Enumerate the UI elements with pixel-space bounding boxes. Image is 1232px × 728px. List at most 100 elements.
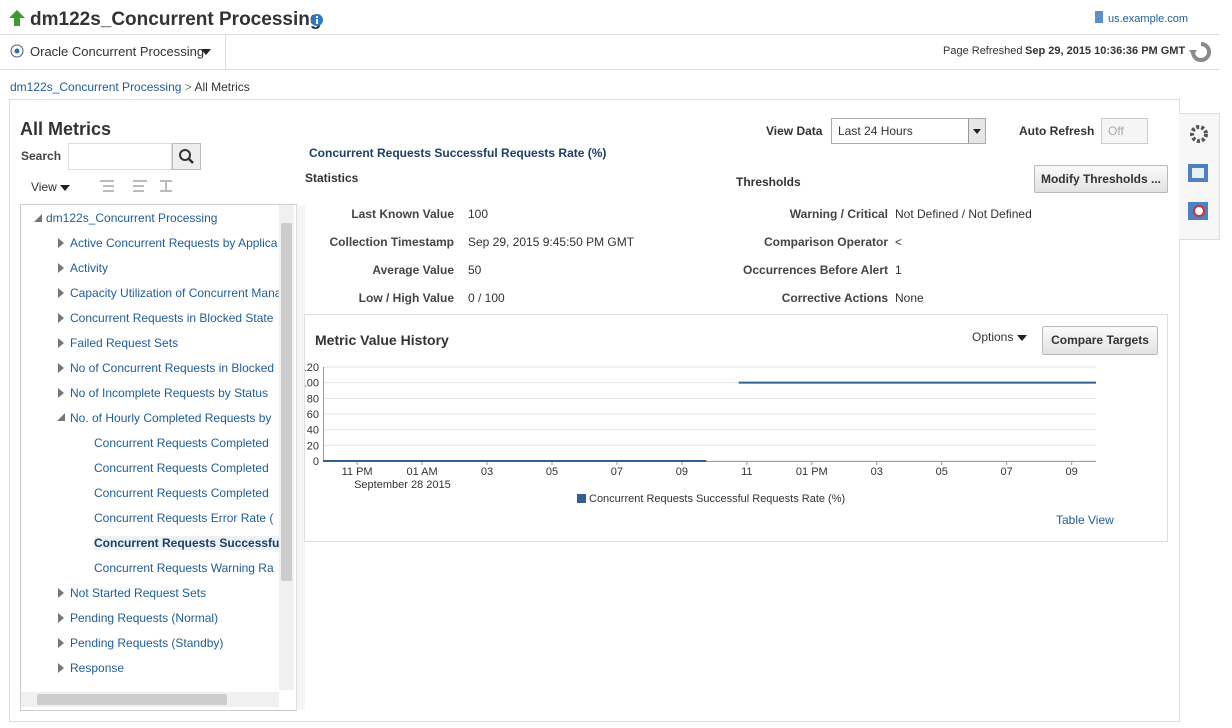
- h-scrollbar[interactable]: [21, 692, 279, 707]
- tree: dm122s_Concurrent Processing Active Concu…: [21, 205, 279, 688]
- stat-value: 100: [468, 207, 489, 221]
- stat-label: Average Value: [372, 263, 454, 277]
- v-scrollbar[interactable]: [279, 205, 294, 690]
- target-menu[interactable]: Oracle Concurrent Processing: [30, 44, 205, 59]
- stat-label: Warning / Critical: [789, 207, 888, 221]
- tree-item[interactable]: Active Concurrent Requests by Applica: [70, 236, 278, 250]
- divider: [0, 34, 1220, 35]
- expand-toggle[interactable]: [56, 338, 66, 348]
- tree-item[interactable]: No of Incomplete Requests by Status: [70, 386, 269, 400]
- stat-value: 0 / 100: [468, 291, 505, 305]
- view-data-select[interactable]: Last 24 Hours: [831, 118, 986, 144]
- expand-toggle[interactable]: [56, 588, 66, 598]
- metric-title: Concurrent Requests Successful Requests …: [309, 146, 607, 160]
- tree-item[interactable]: Not Started Request Sets: [70, 586, 207, 600]
- search-label: Search: [21, 149, 62, 163]
- tree-item[interactable]: Response: [70, 661, 125, 675]
- x-tick-label: 11 PM: [342, 466, 373, 478]
- tree-item[interactable]: Concurrent Requests Warning Ra: [94, 561, 274, 575]
- x-tick-label: 01 AM: [406, 466, 437, 478]
- expand-toggle[interactable]: [56, 638, 66, 648]
- stat-label: Collection Timestamp: [329, 235, 454, 249]
- panel-title: All Metrics: [20, 119, 112, 139]
- history-panel: [304, 314, 1168, 542]
- expand-toggle[interactable]: [56, 263, 66, 273]
- stat-value: Sep 29, 2015 9:45:50 PM GMT: [468, 235, 635, 249]
- side-icons[interactable]: [1179, 114, 1219, 239]
- x-tick-label: 09: [676, 466, 688, 478]
- stat-value: 1: [895, 263, 902, 277]
- tree-item[interactable]: Capacity Utilization of Concurrent Mana: [70, 286, 279, 300]
- y-tick-label: 20: [307, 440, 319, 452]
- stat-value: None: [895, 291, 924, 305]
- tree-item[interactable]: Concurrent Requests Completed: [94, 486, 269, 500]
- tree-item[interactable]: Pending Requests (Normal): [70, 611, 219, 625]
- auto-refresh-label: Auto Refresh: [1019, 124, 1095, 138]
- x-tick-label: 09: [1066, 466, 1078, 478]
- expand-toggle[interactable]: [56, 363, 66, 373]
- tree-item[interactable]: Pending Requests (Standby): [70, 636, 224, 650]
- expand-toggle[interactable]: [56, 238, 66, 248]
- refresh-icon[interactable]: [1188, 40, 1214, 64]
- options-label[interactable]: Options: [972, 330, 1014, 344]
- divider: [0, 69, 1220, 70]
- host-icon: [1095, 11, 1103, 23]
- tree-item[interactable]: Concurrent Requests Completed: [94, 436, 269, 450]
- x-tick-label: 01 PM: [796, 466, 828, 478]
- splitter[interactable]: [296, 205, 305, 710]
- y-tick-label: 40: [307, 425, 319, 437]
- breadcrumb-link[interactable]: dm122s_Concurrent Processing: [10, 80, 182, 94]
- tree-item[interactable]: Concurrent Requests in Blocked State: [70, 311, 274, 325]
- tree-root[interactable]: dm122s_Concurrent Processing: [46, 211, 218, 225]
- metric-chart: 0 20 40 60 80 100 120 11 PM 01 AM 03 05 07 09 11 01 PM…: [305, 362, 1096, 505]
- info-icon[interactable]: [311, 14, 323, 26]
- view-data-value: Last 24 Hours: [838, 124, 913, 138]
- tree-item[interactable]: Concurrent Requests Completed: [94, 461, 269, 475]
- main-panel: [9, 99, 1180, 722]
- history-title: Metric Value History: [315, 332, 449, 348]
- search-input[interactable]: [68, 143, 172, 170]
- tree-item[interactable]: Activity: [70, 261, 109, 275]
- auto-refresh-select[interactable]: Off: [1101, 118, 1148, 144]
- search-button[interactable]: [172, 143, 201, 170]
- host-link[interactable]: us.example.com: [1108, 13, 1189, 25]
- x-sublabel: September 28 2015: [354, 479, 451, 491]
- table-view-link[interactable]: Table View: [1056, 513, 1114, 527]
- x-tick-label: 05: [546, 466, 558, 478]
- x-tick-label: 05: [936, 466, 948, 478]
- menu-arrow[interactable]: [201, 49, 211, 55]
- stat-label: Occurrences Before Alert: [743, 263, 888, 277]
- expand-toggle[interactable]: [33, 214, 43, 224]
- compare-targets-button[interactable]: Compare Targets: [1042, 326, 1158, 355]
- expand-toggle[interactable]: [56, 613, 66, 623]
- view-label[interactable]: View: [31, 180, 57, 194]
- tree-item[interactable]: Running Request Sets: [70, 686, 190, 688]
- stat-label: Low / High Value: [358, 291, 454, 305]
- view-menu[interactable]: View: [31, 180, 71, 194]
- tree-item[interactable]: No of Concurrent Requests in Blocked: [70, 361, 275, 375]
- x-tick-label: 07: [1001, 466, 1013, 478]
- tree-item[interactable]: No. of Hourly Completed Requests by: [70, 411, 272, 425]
- tree-item[interactable]: Concurrent Requests Error Rate (: [94, 511, 274, 525]
- stat-label: Corrective Actions: [781, 291, 888, 305]
- expand-toggle[interactable]: [56, 388, 66, 398]
- expand-toggle[interactable]: [56, 313, 66, 323]
- tree-item[interactable]: Concurrent Requests Successfu: [94, 536, 279, 550]
- stat-value: <: [895, 235, 903, 249]
- x-tick-label: 07: [611, 466, 623, 478]
- expand-toggle[interactable]: [56, 663, 66, 673]
- y-tick-label: 100: [305, 378, 319, 390]
- modify-thresholds-button[interactable]: Modify Thresholds ...: [1034, 165, 1168, 193]
- breadcrumb: dm122s_Concurrent Processing > All Metri…: [10, 80, 250, 94]
- y-tick-label: 60: [307, 409, 319, 421]
- options-menu[interactable]: Options: [972, 330, 1027, 344]
- divider: [225, 35, 226, 69]
- expand-toggle[interactable]: [56, 288, 66, 298]
- y-tick-label: 120: [305, 362, 319, 374]
- expand-toggle[interactable]: [56, 413, 66, 423]
- series-line: [323, 381, 1096, 462]
- target-icon: [10, 44, 24, 58]
- tree-item[interactable]: Failed Request Sets: [70, 336, 179, 350]
- thresholds-heading: Thresholds: [736, 175, 801, 189]
